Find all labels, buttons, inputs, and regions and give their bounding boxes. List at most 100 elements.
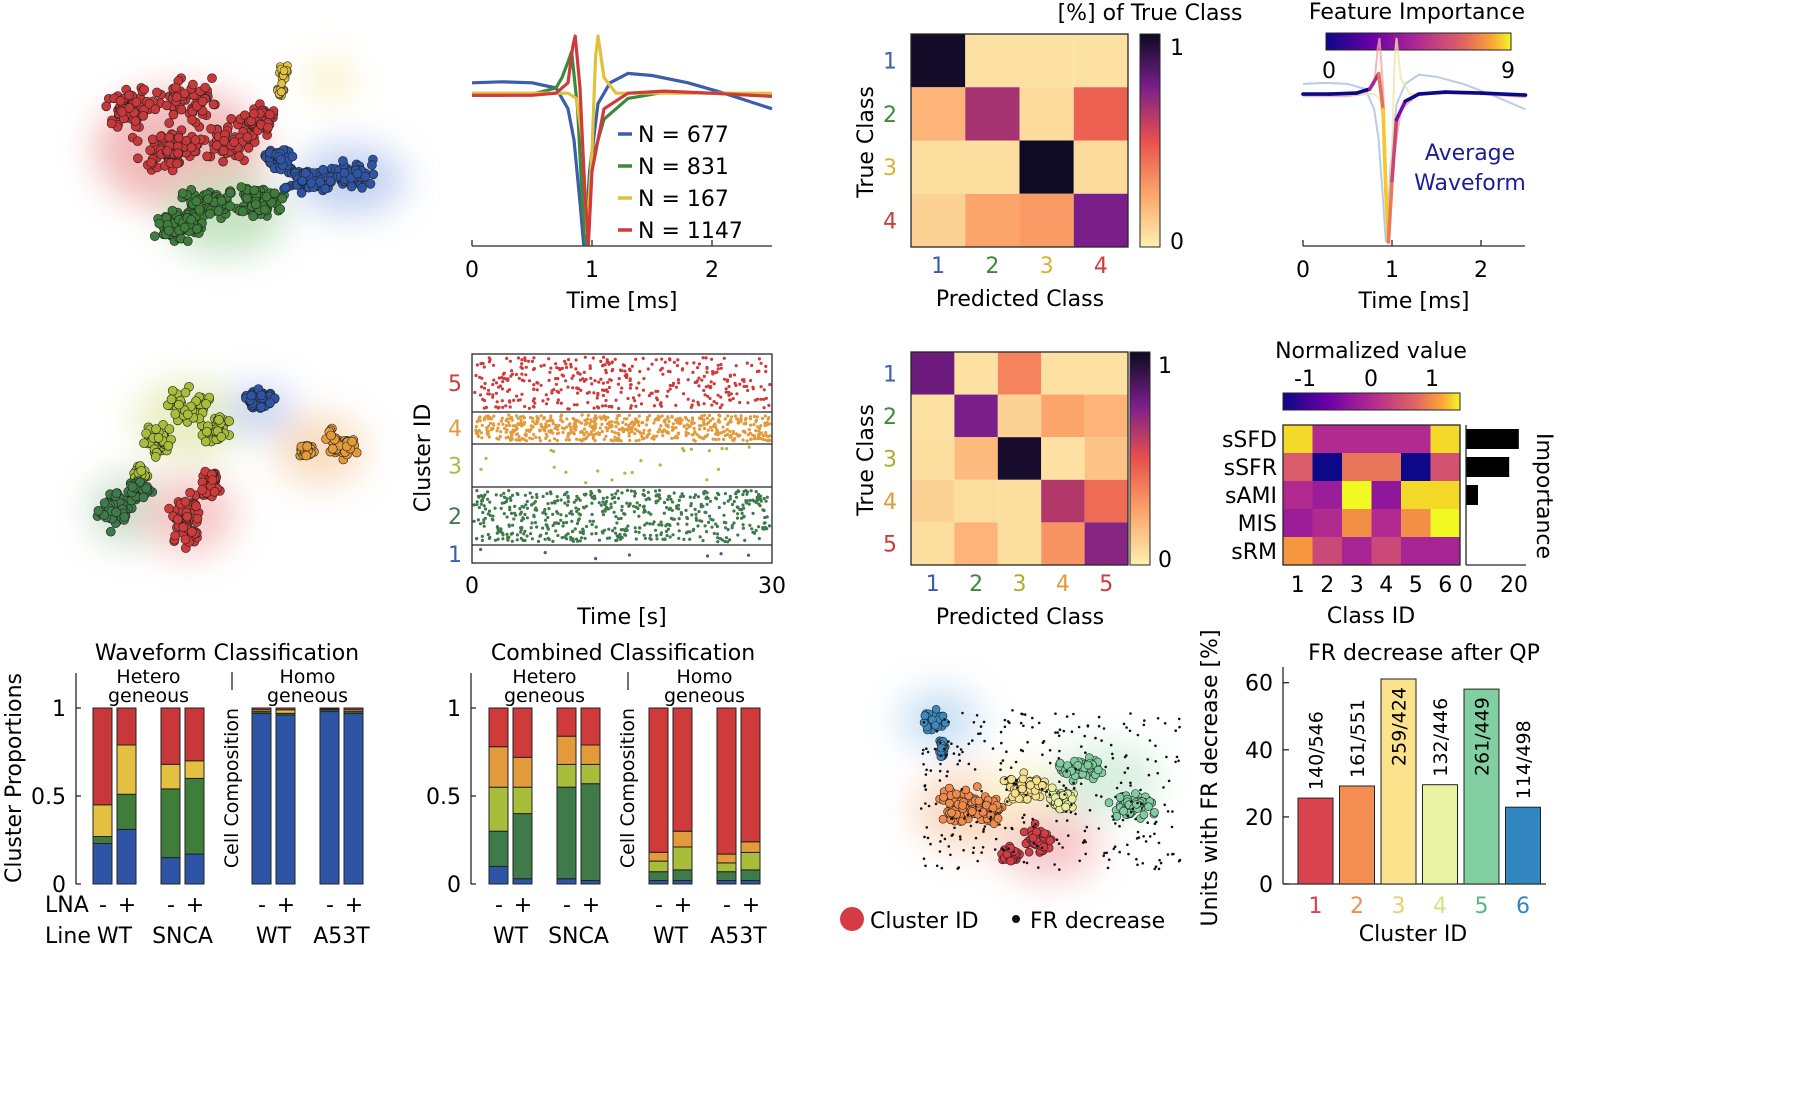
raster-spike-2 <box>724 526 728 530</box>
raster-spike-5 <box>556 401 560 405</box>
umap-fr-decrease-dot <box>1026 740 1029 744</box>
raster-spike-4 <box>504 430 508 434</box>
raster-spike-2 <box>617 535 622 539</box>
umap-fr-decrease-dot <box>1005 750 1008 753</box>
raster-spike-5 <box>738 382 742 386</box>
raster-spike-3 <box>720 446 724 451</box>
raster-spike-3 <box>610 478 614 482</box>
umap-point-red <box>133 153 143 164</box>
raster-spike-5 <box>738 400 742 405</box>
umap-combined-point-red <box>170 530 180 541</box>
umap-fr-point-green <box>1083 760 1093 770</box>
raster-spike-4 <box>581 431 585 435</box>
raster-spike-4 <box>474 425 478 429</box>
raster-spike-5 <box>650 362 654 366</box>
umap-point-red <box>172 158 182 169</box>
umap-fr-decrease-dot <box>1063 793 1066 796</box>
raster-spike-5 <box>596 405 600 409</box>
combined-class-segment <box>512 878 533 885</box>
umap-fr-decrease-dot <box>957 866 961 869</box>
raster-spike-5 <box>560 373 564 377</box>
umap-combined-point-red <box>185 487 195 498</box>
feature-cell-sAMI-4 <box>1371 481 1401 509</box>
raster-spike-5 <box>473 390 477 395</box>
umap-fr-decrease-dot <box>1078 859 1081 863</box>
importance-bar-sSFD <box>1466 429 1519 449</box>
raster-spike-2 <box>748 523 752 528</box>
raster-spike-2 <box>605 496 609 500</box>
raster-spike-2 <box>638 526 642 530</box>
fr-xtick-label-1: 1 <box>1309 894 1323 919</box>
raster-spike-5 <box>546 397 550 401</box>
umap-point-red <box>152 87 162 98</box>
raster-spike-2 <box>679 512 684 516</box>
raster-spike-4 <box>560 426 565 430</box>
umap-fr-point-green <box>1062 769 1072 779</box>
raster-spike-2 <box>556 499 560 503</box>
raster-spike-5 <box>709 385 713 389</box>
raster-spike-2 <box>703 510 707 514</box>
raster-spike-2 <box>762 497 766 501</box>
raster-spike-5 <box>478 393 483 397</box>
umap-fr-point-green <box>1139 810 1149 820</box>
average-waveform-segment <box>1381 107 1388 193</box>
raster-spike-2 <box>665 533 669 538</box>
raster-spike-2 <box>765 515 769 519</box>
raster-spike-5 <box>554 377 558 381</box>
raster-spike-4 <box>632 423 637 427</box>
cm-waveform-frame <box>910 33 1129 248</box>
raster-spike-4 <box>585 435 589 439</box>
umap-point-green <box>269 188 280 199</box>
raster-spike-2 <box>575 521 580 526</box>
umap-combined-point-darkgreen <box>111 507 121 518</box>
raster-spike-4 <box>499 430 503 434</box>
raster-spike-4 <box>692 421 696 425</box>
umap-fr-decrease-dot <box>939 840 942 843</box>
raster-spike-2 <box>509 511 514 515</box>
umap-combined-point-lime <box>141 428 151 439</box>
raster-spike-5 <box>652 404 657 408</box>
raster-spike-2 <box>693 507 697 511</box>
raster-spike-5 <box>533 401 537 405</box>
raster-spike-4 <box>567 423 571 427</box>
umap-fr-decrease-dot <box>961 711 964 715</box>
raster-spike-5 <box>724 390 728 394</box>
waveform-class-segment <box>275 714 296 885</box>
raster-spike-5 <box>494 405 498 409</box>
raster-spike-5 <box>602 355 606 359</box>
umap-fr-decrease-dot <box>989 810 992 813</box>
raster-spike-2 <box>735 505 739 509</box>
raster-spike-2 <box>530 521 534 525</box>
umap-fr-decrease-dot <box>1072 786 1076 790</box>
umap-point-red <box>229 137 239 147</box>
umap-fr-decrease-dot <box>1019 721 1023 725</box>
umap-fr-decrease-dot <box>963 817 966 820</box>
raster-spike-2 <box>701 504 705 508</box>
umap-fr-decrease-dot <box>919 807 923 810</box>
raster-spike-2 <box>741 493 745 497</box>
combined-class-segment <box>488 746 509 788</box>
cm-combined-cell-3-3 <box>997 437 1042 480</box>
waveform-class-line-label: WT <box>256 924 292 949</box>
umap-combined-point-darkgreen <box>141 483 151 494</box>
raster-spike-5 <box>623 369 627 373</box>
raster-spike-5 <box>668 370 672 374</box>
combined-class-segment <box>716 880 737 885</box>
combined-class-segment <box>740 851 761 871</box>
umap-combined-point-lime <box>200 436 211 447</box>
raster-spike-2 <box>624 527 628 531</box>
umap-point-red <box>117 107 128 117</box>
fr-xtick-label-2: 2 <box>1350 894 1364 919</box>
raster-spike-4 <box>660 430 664 434</box>
raster-spike-5 <box>588 364 592 368</box>
umap-fr-decrease-dot <box>1057 734 1061 738</box>
raster-spike-2 <box>648 522 652 526</box>
raster-spike-2 <box>482 521 486 525</box>
raster-spike-4 <box>542 416 546 420</box>
umap-fr-decrease-dot <box>959 838 962 841</box>
raster-spike-2 <box>510 493 515 497</box>
raster-spike-2 <box>684 508 688 512</box>
raster-spike-5 <box>654 358 658 362</box>
raster-spike-5 <box>712 400 716 404</box>
umap-point-blue <box>338 156 348 166</box>
